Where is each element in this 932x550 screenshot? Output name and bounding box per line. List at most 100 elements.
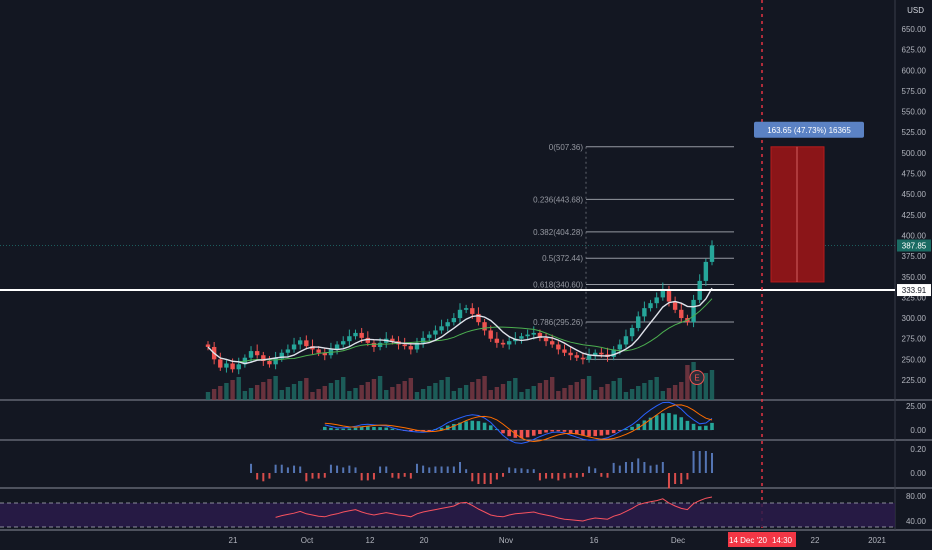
candle-body[interactable]	[439, 326, 444, 331]
candle-body[interactable]	[347, 336, 352, 342]
candle-body[interactable]	[506, 341, 512, 345]
candle-body[interactable]	[593, 352, 598, 356]
candle-body[interactable]	[709, 245, 715, 262]
candle-body[interactable]	[420, 337, 426, 343]
candle-body[interactable]	[648, 303, 653, 309]
candle-body[interactable]	[470, 308, 475, 314]
candle-body[interactable]	[205, 344, 211, 347]
earnings-marker-icon[interactable]	[689, 370, 705, 386]
candle-body[interactable]	[273, 358, 278, 365]
candle-body[interactable]	[267, 361, 272, 365]
candle-body[interactable]	[636, 316, 641, 328]
candle-body[interactable]	[543, 337, 549, 342]
volume-bar	[365, 382, 371, 400]
pane3-bar	[323, 473, 326, 478]
candle-body[interactable]	[519, 336, 524, 339]
moving-averages	[0, 245, 895, 365]
candle-body[interactable]	[672, 301, 678, 310]
candle-body[interactable]	[341, 341, 346, 345]
price-axis-tick: 375.00	[902, 252, 927, 261]
candle-body[interactable]	[500, 342, 506, 345]
candle-body[interactable]	[433, 330, 438, 335]
pane3-axis-tick: 0.20	[910, 445, 926, 454]
volume-bar	[623, 392, 629, 400]
price-axis[interactable]: USD 650.00 625.00 600.00 575.00 550.00 525.00 5…	[897, 6, 931, 526]
candle-body[interactable]	[316, 349, 321, 353]
candle-body[interactable]	[488, 330, 493, 339]
candle-body[interactable]	[353, 332, 358, 337]
price-range-measure[interactable]: 163.65 (47.73%) 16365	[754, 0, 864, 530]
candle-body[interactable]	[451, 318, 457, 323]
candle-body[interactable]	[224, 363, 229, 368]
candle-body[interactable]	[304, 340, 309, 347]
candle-body[interactable]	[679, 309, 684, 319]
candle-body[interactable]	[642, 308, 647, 317]
fib-level-label: 0.5(372.44)	[542, 254, 583, 263]
candle-body[interactable]	[537, 332, 543, 338]
candle-body[interactable]	[254, 351, 260, 356]
measure-box[interactable]	[770, 146, 825, 283]
candle-body[interactable]	[556, 344, 561, 350]
candle-body[interactable]	[365, 337, 371, 343]
candle-body[interactable]	[291, 344, 297, 350]
candle-body[interactable]	[599, 352, 604, 355]
candle-body[interactable]	[525, 334, 530, 337]
volume-bar	[574, 382, 579, 400]
candle-body[interactable]	[623, 336, 629, 345]
price-candles[interactable]: E	[205, 240, 715, 386]
candle-body[interactable]	[562, 349, 567, 353]
pane3-bar	[477, 473, 480, 484]
volume-bar	[709, 370, 715, 400]
candle-body[interactable]	[580, 357, 586, 360]
volume-bar	[593, 390, 598, 400]
candle-body[interactable]	[666, 289, 672, 302]
candle-body[interactable]	[568, 352, 573, 356]
candle-body[interactable]	[285, 349, 291, 353]
candle-body[interactable]	[660, 289, 666, 298]
candle-body[interactable]	[371, 342, 377, 347]
candle-body[interactable]	[457, 309, 463, 319]
volume-bar	[408, 378, 414, 400]
candle-body[interactable]	[617, 344, 623, 350]
candle-body[interactable]	[531, 332, 536, 335]
candle-body[interactable]	[703, 261, 709, 281]
candle-body[interactable]	[248, 351, 254, 358]
fibonacci-retracement[interactable]: 0(507.36) 0.236(443.68) 0.382(404.28) 0.5(3…	[533, 143, 734, 360]
fib-level-label: 0.382(404.28)	[533, 228, 583, 237]
candle-body[interactable]	[377, 342, 383, 347]
candle-body[interactable]	[279, 352, 284, 359]
candle-body[interactable]	[261, 355, 266, 362]
candle-body[interactable]	[494, 338, 500, 343]
candle-body[interactable]	[629, 327, 635, 337]
candle-body[interactable]	[574, 355, 579, 358]
candle-body[interactable]	[359, 332, 364, 338]
volume-bar	[685, 365, 690, 400]
candle-body[interactable]	[654, 297, 659, 304]
candle-body[interactable]	[414, 342, 420, 350]
candle-body[interactable]	[482, 322, 487, 331]
candle-body[interactable]	[390, 338, 395, 342]
volume-bar	[543, 380, 549, 400]
candle-body[interactable]	[230, 363, 235, 370]
candle-body[interactable]	[218, 359, 223, 368]
candle-body[interactable]	[586, 355, 592, 360]
candle-body[interactable]	[463, 308, 469, 310]
pane3-bar	[594, 468, 597, 473]
candle-body[interactable]	[691, 299, 696, 323]
candle-body[interactable]	[334, 344, 340, 350]
time-axis[interactable]: 21 Oct 12 20 Nov 16 Dec 22 2021 14 Dec '20 14:30	[229, 532, 887, 547]
candle-body[interactable]	[322, 352, 327, 356]
candle-body[interactable]	[408, 346, 414, 350]
candle-body[interactable]	[402, 344, 407, 347]
candle-body[interactable]	[297, 340, 303, 345]
candle-body[interactable]	[611, 349, 616, 357]
pane3-axis-tick: 0.00	[910, 469, 926, 478]
candle-body[interactable]	[445, 322, 450, 327]
volume-bar	[506, 381, 512, 400]
volume-bar	[660, 391, 666, 400]
candle-body[interactable]	[427, 334, 432, 338]
candle-body[interactable]	[236, 364, 241, 370]
candle-body[interactable]	[476, 313, 481, 323]
candle-body[interactable]	[549, 341, 555, 345]
